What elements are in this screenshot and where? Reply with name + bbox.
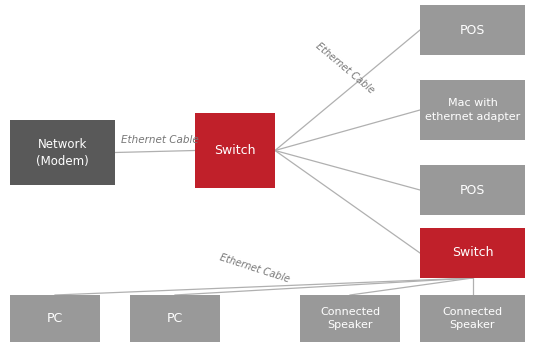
Bar xyxy=(420,165,525,215)
Bar xyxy=(420,295,525,342)
Text: Mac with
ethernet adapter: Mac with ethernet adapter xyxy=(425,98,520,121)
Text: PC: PC xyxy=(167,312,183,325)
Bar xyxy=(420,228,525,278)
Text: Network
(Modem): Network (Modem) xyxy=(36,138,89,167)
Bar xyxy=(130,295,220,342)
Bar xyxy=(300,295,400,342)
Bar xyxy=(420,5,525,55)
Text: Ethernet Cable: Ethernet Cable xyxy=(314,41,376,95)
Text: Ethernet Cable: Ethernet Cable xyxy=(121,135,199,145)
Text: POS: POS xyxy=(460,184,485,197)
Text: Connected
Speaker: Connected Speaker xyxy=(442,307,503,330)
Text: Connected
Speaker: Connected Speaker xyxy=(320,307,380,330)
Bar xyxy=(195,113,275,188)
Bar xyxy=(420,80,525,140)
Bar xyxy=(10,295,100,342)
Bar xyxy=(10,120,115,185)
Text: Switch: Switch xyxy=(452,246,493,259)
Text: Switch: Switch xyxy=(214,144,256,157)
Text: Ethernet Cable: Ethernet Cable xyxy=(219,252,291,284)
Text: PC: PC xyxy=(47,312,63,325)
Text: POS: POS xyxy=(460,24,485,37)
